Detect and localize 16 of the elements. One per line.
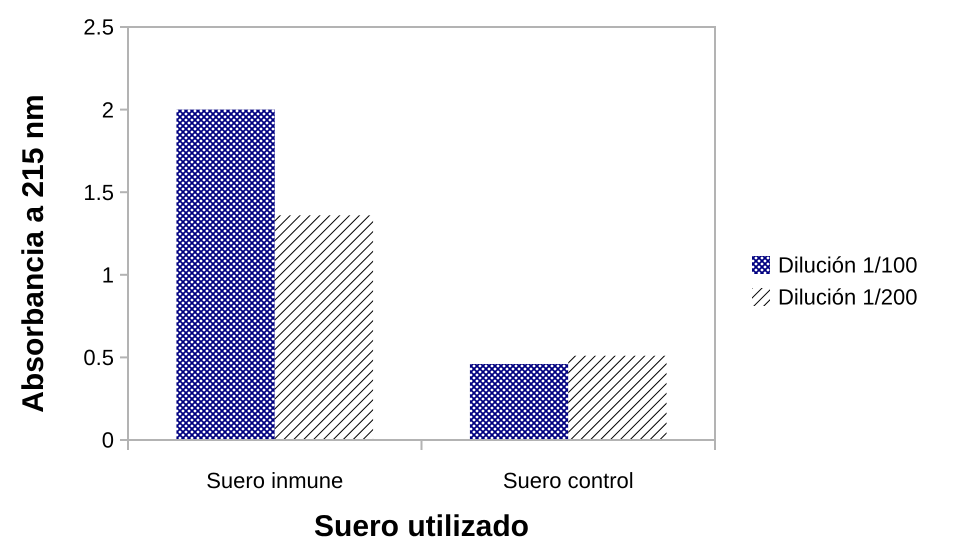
legend-label: Dilución 1/200 bbox=[778, 284, 918, 310]
y-tick-label: 0.5 bbox=[83, 345, 114, 370]
x-tick-label: Suero control bbox=[502, 468, 634, 493]
y-tick-label: 1 bbox=[102, 262, 114, 288]
x-tick-label: Suero inmune bbox=[206, 468, 344, 493]
bar bbox=[470, 364, 568, 440]
y-tick-label: 0 bbox=[102, 428, 114, 453]
y-tick-label: 1.5 bbox=[83, 180, 114, 205]
legend-label: Dilución 1/100 bbox=[778, 252, 918, 278]
y-tick-label: 2 bbox=[102, 97, 114, 122]
x-axis-title: Suero utilizado bbox=[314, 510, 530, 543]
bar bbox=[568, 356, 667, 440]
bar bbox=[176, 110, 275, 440]
y-axis-title: Absorbancia a 215 nm bbox=[17, 94, 50, 413]
bar bbox=[274, 215, 374, 440]
y-tick-label: 2.5 bbox=[83, 14, 114, 40]
